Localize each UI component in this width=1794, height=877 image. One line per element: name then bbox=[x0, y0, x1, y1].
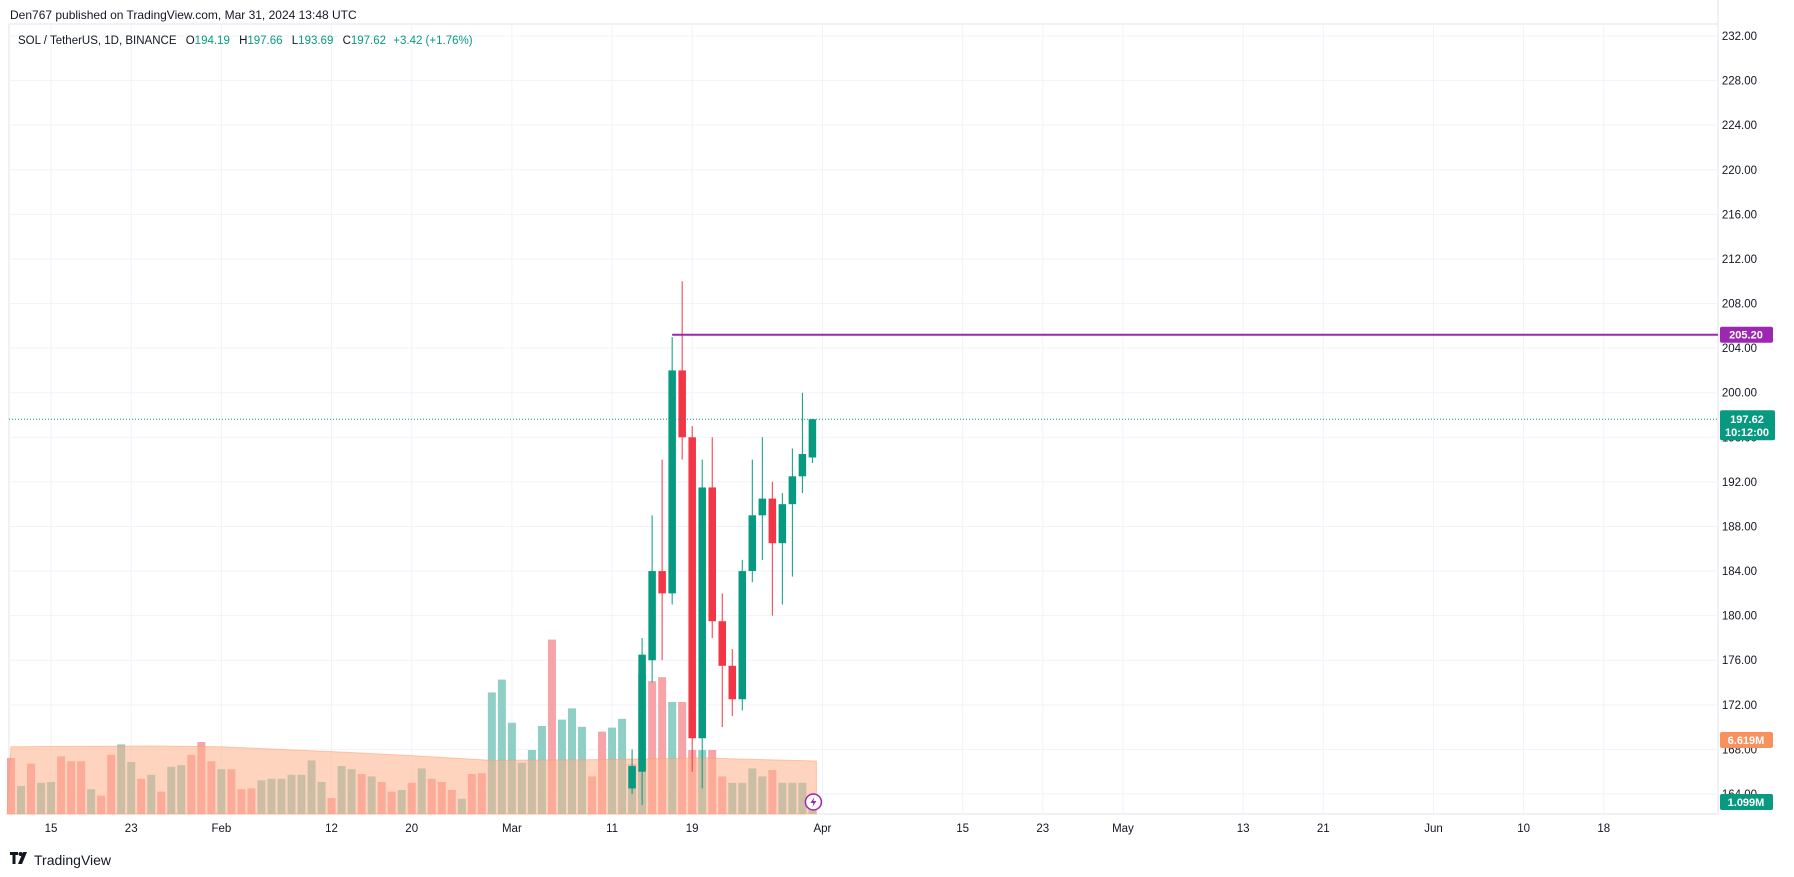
candle-body bbox=[678, 370, 686, 438]
close-label: C bbox=[342, 35, 351, 47]
high-label: H bbox=[239, 35, 248, 47]
time-tick-label: 23 bbox=[1036, 823, 1049, 835]
time-tick-label: 13 bbox=[1237, 823, 1250, 835]
price-tick-label: 180.00 bbox=[1722, 611, 1757, 623]
time-tick-label: 11 bbox=[606, 823, 618, 835]
time-tick-label: May bbox=[1112, 823, 1134, 835]
time-tick-label: Jun bbox=[1424, 823, 1443, 835]
price-tick-label: 220.00 bbox=[1722, 165, 1757, 177]
candle-body bbox=[648, 571, 656, 661]
volume-ma-badge-label: 6.619M bbox=[1728, 735, 1765, 747]
price-lines bbox=[9, 333, 1718, 811]
candle-body bbox=[808, 419, 817, 458]
time-tick-label: 19 bbox=[686, 823, 699, 835]
candle-body bbox=[798, 454, 807, 477]
price-tick-label: 212.00 bbox=[1722, 254, 1757, 266]
price-tick-label: 224.00 bbox=[1722, 120, 1757, 132]
change-value: +3.42 (+1.76%) bbox=[393, 35, 473, 47]
candle-body bbox=[718, 621, 727, 666]
last-price-badge bbox=[1720, 410, 1775, 441]
candles bbox=[628, 281, 817, 806]
time-tick-label: 18 bbox=[1597, 823, 1610, 835]
candle-body bbox=[778, 504, 787, 544]
candle-body bbox=[658, 571, 666, 594]
candle-body bbox=[748, 515, 757, 572]
low-value: 193.69 bbox=[298, 35, 334, 47]
volume-ma-badge bbox=[1720, 732, 1773, 748]
publish-info: Den767 published on TradingView.com, Mar… bbox=[10, 8, 357, 22]
time-axis[interactable]: 15 23 Feb 12 20 Mar 11 19 Apr 15 23 May 13 21 Jun 10 18 bbox=[45, 823, 1611, 835]
volume-ma-shape bbox=[6, 745, 817, 815]
lightning-glyph bbox=[810, 797, 817, 807]
price-tick-label: 232.00 bbox=[1722, 31, 1757, 43]
tradingview-brand[interactable]: TradingView bbox=[10, 851, 111, 868]
price-tick-label: 208.00 bbox=[1722, 299, 1757, 311]
volume-bar bbox=[658, 677, 667, 814]
volume-ma-area bbox=[6, 745, 817, 815]
close-value: 197.62 bbox=[350, 35, 387, 47]
candle-body bbox=[638, 654, 646, 772]
resistance-badge bbox=[1720, 326, 1773, 343]
candle-body bbox=[668, 370, 676, 594]
candle-body bbox=[698, 487, 706, 739]
volume-bar bbox=[487, 692, 496, 814]
price-tick-label: 176.00 bbox=[1722, 655, 1757, 667]
open-value: 194.19 bbox=[194, 35, 230, 47]
candle-body bbox=[758, 498, 767, 516]
brand-name: TradingView bbox=[34, 851, 112, 868]
last-volume-badge-label: 1.099M bbox=[1728, 797, 1765, 809]
time-tick-label: 15 bbox=[956, 823, 969, 835]
volume-bar bbox=[497, 679, 506, 814]
volume-bar bbox=[648, 681, 657, 814]
countdown-label: 10:12:00 bbox=[1725, 427, 1769, 439]
candle-body bbox=[728, 665, 737, 700]
low-label: L bbox=[291, 35, 299, 47]
time-tick-label: 15 bbox=[45, 823, 58, 835]
candle-body bbox=[768, 498, 777, 544]
last-price-badge-label: 197.62 bbox=[1730, 414, 1764, 426]
time-tick-label: Apr bbox=[813, 823, 831, 835]
tradingview-logo-icon bbox=[10, 851, 30, 868]
volume-bar bbox=[547, 639, 556, 814]
candle-body bbox=[708, 487, 716, 622]
symbol-legend: SOL / TetherUS, 1D, BINANCE O194.19 H197… bbox=[18, 35, 473, 47]
price-tick-label: 200.00 bbox=[1722, 388, 1757, 400]
price-tick-label: 188.00 bbox=[1722, 521, 1757, 533]
time-tick-label: Mar bbox=[502, 823, 522, 835]
grid bbox=[8, 0, 1719, 815]
time-tick-label: 20 bbox=[405, 823, 418, 835]
candle-body bbox=[788, 476, 797, 505]
open-label: O bbox=[185, 35, 195, 47]
candle-body bbox=[628, 766, 636, 789]
price-tick-label: 216.00 bbox=[1722, 209, 1757, 221]
time-tick-label: 12 bbox=[325, 823, 338, 835]
symbol-label[interactable]: SOL / TetherUS, 1D, BINANCE bbox=[18, 35, 177, 47]
price-tick-label: 192.00 bbox=[1722, 477, 1757, 489]
time-tick-label: 10 bbox=[1517, 823, 1530, 835]
resistance-badge-label: 205.20 bbox=[1729, 330, 1763, 342]
price-tick-label: 172.00 bbox=[1722, 700, 1757, 712]
price-tick-label: 184.00 bbox=[1722, 566, 1757, 578]
high-value: 197.66 bbox=[247, 35, 283, 47]
last-volume-badge bbox=[1720, 794, 1773, 810]
price-tick-label: 204.00 bbox=[1722, 343, 1757, 355]
candle-body bbox=[688, 437, 696, 739]
price-tick-label: 228.00 bbox=[1722, 76, 1757, 88]
time-tick-label: 23 bbox=[125, 823, 138, 835]
time-tick-label: 21 bbox=[1317, 823, 1330, 835]
candle-body bbox=[738, 571, 747, 700]
time-tick-label: Feb bbox=[211, 823, 231, 835]
